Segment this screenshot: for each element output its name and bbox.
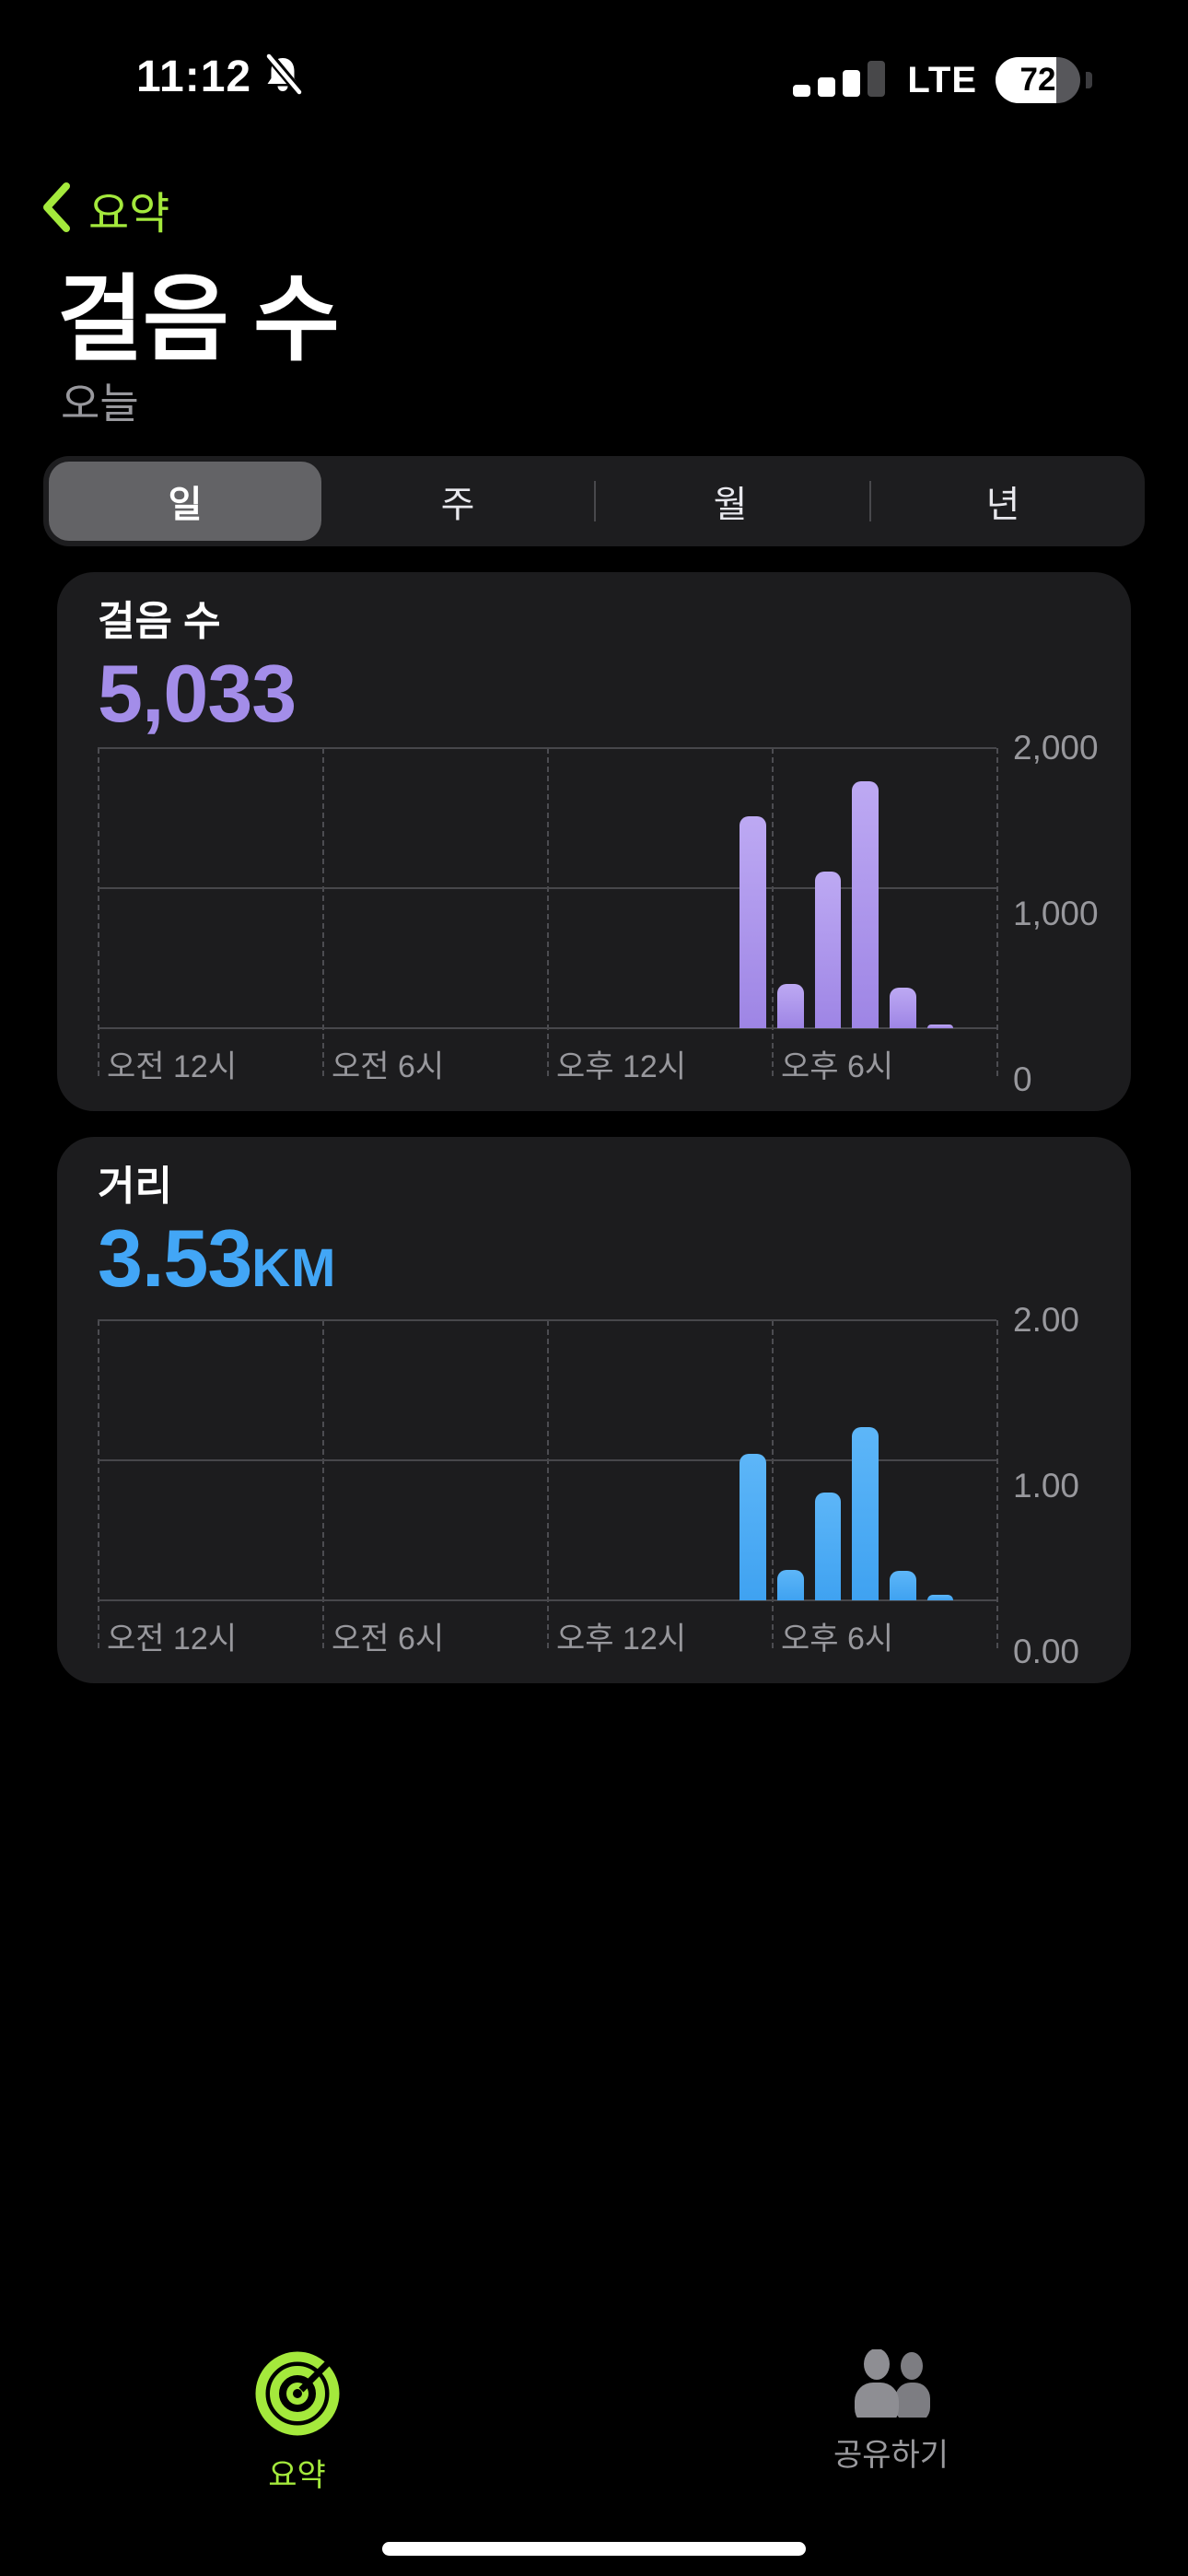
y-axis-tick: 1.00 <box>1013 1467 1080 1505</box>
bar-hour-17[interactable] <box>740 816 766 1029</box>
steps-total-number: 5,033 <box>98 648 297 740</box>
x-axis-tick: 오전 6시 <box>332 1622 445 1657</box>
gridline-vertical <box>547 748 549 1077</box>
home-indicator[interactable] <box>382 2542 806 2556</box>
bell-slash-icon <box>262 51 304 100</box>
status-bar: 11:12 LTE 72 <box>0 0 1188 120</box>
x-axis-tick: 오후 6시 <box>781 1049 894 1085</box>
gridline-vertical <box>322 1320 324 1649</box>
segment-day[interactable]: 일 <box>49 462 321 542</box>
gridline-horizontal <box>98 1027 996 1030</box>
people-icon <box>844 2348 939 2427</box>
distance-chart-x-axis: 오전 12시 오전 6시 오후 12시 오후 6시 <box>98 1600 996 1657</box>
distance-card-title: 거리 <box>98 1164 172 1210</box>
segment-week[interactable]: 주 <box>440 485 475 526</box>
segment-divider <box>594 481 596 522</box>
tab-bar: 요약 공유하기 <box>0 2348 1188 2495</box>
network-type-label: LTE <box>907 59 977 100</box>
gridline-horizontal <box>98 1459 996 1462</box>
gridline-vertical <box>98 1320 99 1649</box>
chevron-left-icon <box>41 181 72 238</box>
battery-cap <box>1086 72 1092 88</box>
steps-total-value: 5,033 <box>98 650 1131 748</box>
gridline-horizontal <box>98 747 996 750</box>
back-button-label: 요약 <box>88 190 170 239</box>
status-time: 11:12 <box>136 53 252 101</box>
bar-hour-20[interactable] <box>852 781 879 1029</box>
bar-hour-22[interactable] <box>926 1024 954 1029</box>
tab-summary[interactable]: 요약 <box>0 2349 594 2495</box>
y-axis-tick: 1,000 <box>1013 895 1099 933</box>
page-title: 걸음 수 <box>57 267 340 372</box>
steps-chart-plot[interactable] <box>98 747 996 1030</box>
tab-summary-label: 요약 <box>268 2458 326 2493</box>
gridline-vertical <box>772 748 774 1077</box>
period-segmented-control: 일 주 월 년 <box>43 456 1145 547</box>
battery-percent: 72 <box>1019 62 1056 98</box>
bar-hour-18[interactable] <box>777 984 804 1029</box>
gridline-vertical <box>547 1320 549 1649</box>
distance-card: 거리 3.53KM 오전 12시 오전 6시 오후 12시 오후 6시 2.00 1.0… <box>57 1137 1131 1684</box>
bar-hour-19[interactable] <box>814 872 842 1029</box>
y-axis-tick: 0 <box>1013 1060 1032 1099</box>
bar-hour-18[interactable] <box>777 1569 804 1601</box>
distance-chart[interactable]: 오전 12시 오전 6시 오후 12시 오후 6시 2.00 1.00 0.00 <box>98 1301 1131 1670</box>
activity-rings-icon <box>253 2349 342 2442</box>
segment-year[interactable]: 년 <box>985 485 1020 526</box>
x-axis-tick: 오전 6시 <box>332 1049 445 1085</box>
bar-hour-17[interactable] <box>740 1453 766 1601</box>
x-axis-tick: 오후 12시 <box>556 1049 687 1085</box>
y-axis-tick: 2.00 <box>1013 1301 1080 1340</box>
steps-card-title: 걸음 수 <box>98 599 221 645</box>
back-button[interactable]: 요약 <box>41 181 1188 239</box>
cellular-signal-icon <box>793 60 889 101</box>
segment-divider <box>869 481 871 522</box>
y-axis-tick: 0.00 <box>1013 1633 1080 1671</box>
distance-total-unit: KM <box>251 1238 337 1299</box>
segment-month[interactable]: 월 <box>713 485 748 526</box>
distance-total-value: 3.53KM <box>98 1214 1131 1313</box>
y-axis-tick: 2,000 <box>1013 729 1099 767</box>
gridline-vertical <box>996 1320 998 1649</box>
gridline-horizontal <box>98 1319 996 1322</box>
gridline-vertical <box>322 748 324 1077</box>
gridline-horizontal <box>98 1599 996 1602</box>
bar-hour-20[interactable] <box>852 1426 879 1601</box>
bar-hour-21[interactable] <box>890 1571 916 1601</box>
distance-chart-plot[interactable] <box>98 1319 996 1602</box>
steps-chart-y-axis: 2,000 1,000 0 <box>996 729 1131 1098</box>
x-axis-tick: 오후 12시 <box>556 1622 687 1657</box>
battery-icon: 72 <box>996 57 1080 103</box>
x-axis-tick: 오전 12시 <box>107 1622 238 1657</box>
bar-hour-19[interactable] <box>814 1493 842 1601</box>
tab-sharing[interactable]: 공유하기 <box>594 2348 1188 2495</box>
gridline-vertical <box>996 748 998 1077</box>
page-subtitle: 오늘 <box>61 380 139 428</box>
steps-card: 걸음 수 5,033 오전 12시 오전 6시 오후 12시 오후 6시 2,000 1… <box>57 572 1131 1112</box>
distance-total-number: 3.53 <box>98 1212 252 1305</box>
tab-sharing-label: 공유하기 <box>833 2438 949 2473</box>
gridline-vertical <box>98 748 99 1077</box>
steps-chart-x-axis: 오전 12시 오전 6시 오후 12시 오후 6시 <box>98 1028 996 1084</box>
gridline-horizontal <box>98 887 996 890</box>
steps-chart[interactable]: 오전 12시 오전 6시 오후 12시 오후 6시 2,000 1,000 0 <box>98 729 1131 1098</box>
x-axis-tick: 오전 12시 <box>107 1049 238 1085</box>
distance-chart-y-axis: 2.00 1.00 0.00 <box>996 1301 1131 1670</box>
x-axis-tick: 오후 6시 <box>781 1622 894 1657</box>
battery-fill <box>996 57 1057 103</box>
bar-hour-21[interactable] <box>890 988 916 1029</box>
bar-hour-22[interactable] <box>926 1595 954 1601</box>
gridline-vertical <box>772 1320 774 1649</box>
